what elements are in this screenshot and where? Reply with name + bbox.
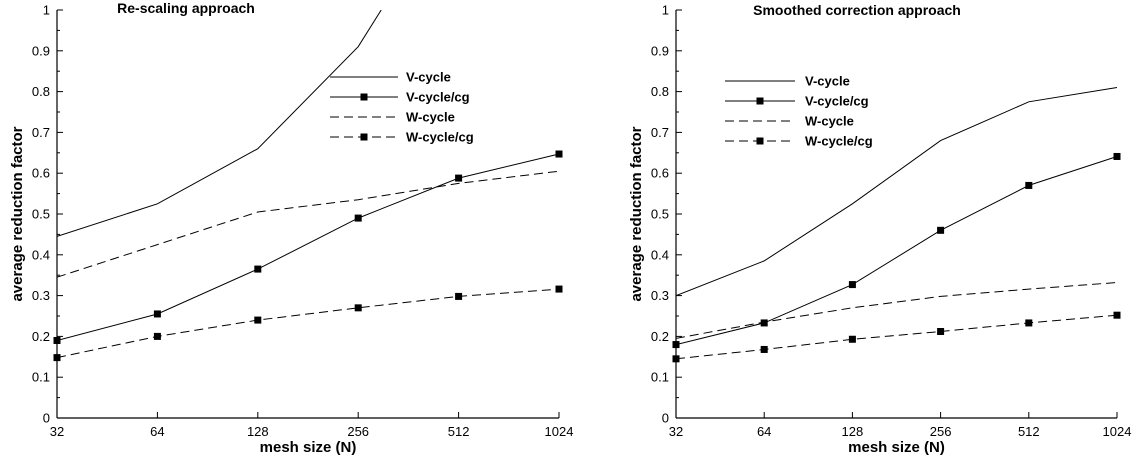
data-point xyxy=(153,310,161,318)
series-line-0 xyxy=(57,10,382,237)
data-point xyxy=(1025,319,1033,327)
x-tick-label: 1024 xyxy=(545,424,574,439)
y-tick-label: 0.2 xyxy=(32,329,50,344)
x-tick-label: 128 xyxy=(247,424,269,439)
data-point xyxy=(937,328,945,336)
legend-marker xyxy=(756,137,764,145)
y-tick-label: 0 xyxy=(43,411,50,426)
y-tick-label: 0.2 xyxy=(651,329,669,344)
series-line-3 xyxy=(676,314,1118,360)
legend-label: V-cycle xyxy=(805,74,850,89)
x-tick-label: 64 xyxy=(757,424,771,439)
legend-label: W-cycle xyxy=(805,114,854,129)
x-tick-label: 512 xyxy=(448,424,470,439)
y-tick-label: 0.5 xyxy=(32,207,50,222)
data-point xyxy=(555,285,563,293)
data-point xyxy=(672,341,680,349)
y-tick-label: 0.6 xyxy=(651,166,669,181)
series-line-3 xyxy=(57,288,560,359)
legend-marker xyxy=(360,93,368,101)
x-tick-label: 1024 xyxy=(1103,424,1132,439)
legend-label: W-cycle/cg xyxy=(805,134,873,149)
legend-label: V-cycle/cg xyxy=(805,94,869,109)
data-point xyxy=(760,345,768,353)
y-tick-label: 0.5 xyxy=(651,207,669,222)
legend-marker xyxy=(756,97,764,105)
y-tick-label: 0.9 xyxy=(651,43,669,58)
x-axis-label: mesh size (N) xyxy=(848,439,945,456)
legend: V-cycle V-cycle/cg W-cycle W-cycle/cg xyxy=(725,74,873,149)
series-line-0 xyxy=(676,87,1118,297)
chart-title: Smoothed correction approach xyxy=(753,2,961,18)
legend-label: V-cycle xyxy=(406,70,451,85)
legend: V-cycle V-cycle/cg W-cycle W-cycle/cg xyxy=(330,70,474,145)
x-tick-label: 256 xyxy=(930,424,952,439)
y-tick-label: 0 xyxy=(662,411,669,426)
series-line-1 xyxy=(676,156,1118,346)
y-tick-label: 0.8 xyxy=(32,84,50,99)
x-tick-label: 512 xyxy=(1018,424,1040,439)
legend-label: W-cycle xyxy=(406,110,455,125)
y-tick-label: 0.8 xyxy=(651,84,669,99)
legend-label: V-cycle/cg xyxy=(406,90,470,105)
y-tick-label: 0.6 xyxy=(32,166,50,181)
data-point xyxy=(1113,311,1121,319)
data-point xyxy=(254,316,262,324)
data-point xyxy=(555,150,563,158)
y-tick-label: 0.1 xyxy=(651,370,669,385)
legend-marker xyxy=(360,133,368,141)
y-tick-label: 0.3 xyxy=(32,288,50,303)
y-tick-label: 0.7 xyxy=(651,125,669,140)
data-point xyxy=(455,174,463,182)
x-tick-label: 64 xyxy=(150,424,164,439)
x-tick-label: 256 xyxy=(347,424,369,439)
data-point xyxy=(937,226,945,234)
data-point xyxy=(53,354,61,362)
y-tick-label: 1 xyxy=(43,3,50,18)
data-point xyxy=(354,214,362,222)
data-point xyxy=(848,335,856,343)
y-axis-label: average reduction factor xyxy=(628,126,645,301)
y-tick-label: 0.4 xyxy=(651,247,669,262)
y-tick-label: 0.9 xyxy=(32,43,50,58)
chart-smoothed-correction: 0 0.1 0.2 0.3 0.4 0.5 0.6 0.7 0.8 0.9 1 32 64 128 256 5… xyxy=(628,2,1131,456)
y-tick-label: 0.4 xyxy=(32,247,50,262)
data-point xyxy=(153,332,161,340)
legend-label: W-cycle/cg xyxy=(406,130,474,145)
y-tick-label: 0.3 xyxy=(651,288,669,303)
data-point xyxy=(1113,152,1121,160)
x-tick-label: 32 xyxy=(669,424,683,439)
data-point xyxy=(672,355,680,363)
series-line-1 xyxy=(57,153,560,341)
chart-title: Re-scaling approach xyxy=(117,0,255,16)
data-point xyxy=(354,304,362,312)
x-tick-label: 128 xyxy=(842,424,864,439)
data-point xyxy=(848,281,856,289)
data-point xyxy=(1025,181,1033,189)
y-tick-label: 1 xyxy=(662,3,669,18)
x-tick-label: 32 xyxy=(50,424,64,439)
chart-rescaling: 0 0.1 0.2 0.3 0.4 0.5 0.6 0.7 0.8 0.9 1 32 64 128 256 5… xyxy=(9,0,573,456)
data-point xyxy=(254,265,262,273)
series-line-2 xyxy=(676,282,1118,339)
data-point xyxy=(760,319,768,327)
data-point xyxy=(455,292,463,300)
y-axis-label: average reduction factor xyxy=(9,126,26,301)
series-line-2 xyxy=(57,170,560,278)
y-tick-label: 0.7 xyxy=(32,125,50,140)
y-tick-label: 0.1 xyxy=(32,370,50,385)
data-point xyxy=(53,336,61,344)
x-axis-label: mesh size (N) xyxy=(260,439,357,456)
